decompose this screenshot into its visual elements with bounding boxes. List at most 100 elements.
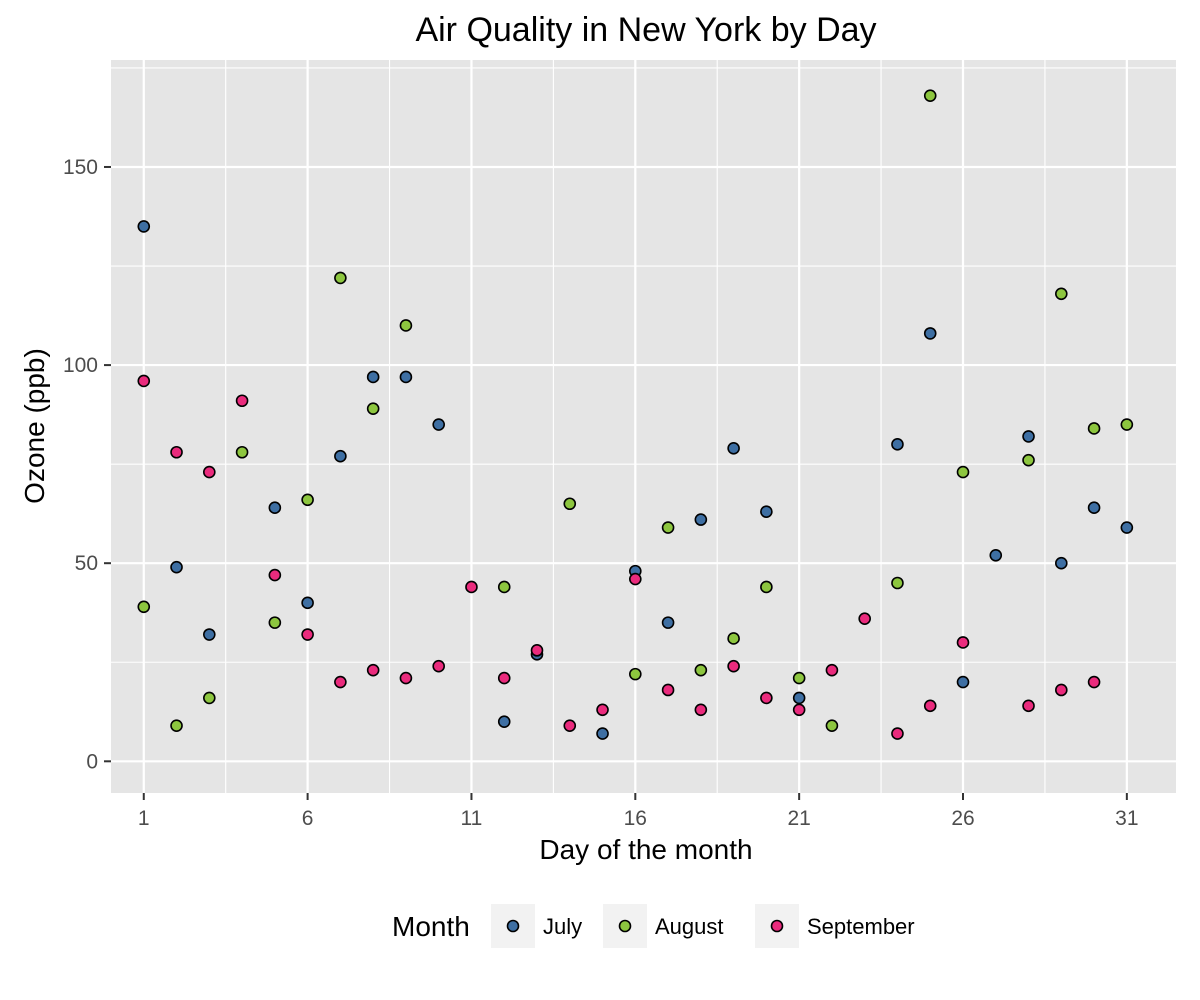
point-august (792, 671, 806, 685)
point-september (137, 374, 151, 388)
data-points (137, 89, 1134, 740)
point-september (170, 445, 183, 459)
point-july (760, 505, 773, 518)
point-august (1022, 453, 1035, 467)
point-august (1087, 422, 1101, 435)
minor-gridlines (111, 60, 1176, 793)
point-july (334, 449, 347, 463)
point-july (268, 501, 282, 515)
point-september (760, 691, 773, 705)
x-tick-label: 11 (461, 807, 483, 830)
x-axis-ticks: 1 6 11 16 21 26 31 (138, 793, 1139, 830)
point-august (694, 663, 708, 677)
point-september (858, 612, 871, 625)
y-axis-title: Ozone (ppb) (19, 348, 50, 504)
point-august (497, 580, 511, 594)
point-august (825, 719, 839, 732)
point-august (956, 465, 970, 479)
point-september (334, 675, 347, 689)
point-july (1120, 521, 1134, 534)
point-september (530, 644, 544, 657)
y-tick-label: 0 (86, 750, 98, 773)
point-september (596, 703, 609, 717)
point-september (891, 727, 904, 740)
point-august (1120, 418, 1134, 431)
x-tick-label: 26 (951, 807, 974, 830)
point-august (301, 493, 314, 507)
y-tick-label: 150 (63, 156, 98, 179)
legend: Month July August September (392, 904, 915, 948)
point-september (268, 568, 282, 582)
legend-label-september: September (807, 914, 915, 939)
point-september (301, 628, 314, 641)
point-august (399, 319, 413, 332)
point-august (334, 271, 347, 285)
point-august (891, 576, 904, 590)
point-august (170, 719, 183, 732)
point-july (694, 513, 708, 526)
y-axis-ticks: 0 50 100 150 (63, 156, 111, 773)
legend-label-august: August (655, 914, 724, 939)
point-august (137, 600, 151, 614)
x-axis-title: Day of the month (539, 834, 752, 865)
point-july (1055, 556, 1068, 570)
point-august (760, 580, 773, 594)
point-september (694, 703, 708, 717)
point-september (1087, 675, 1101, 689)
point-september (235, 394, 249, 408)
point-september (465, 580, 478, 594)
y-tick-label: 100 (63, 354, 98, 377)
plot-panel (111, 60, 1176, 793)
point-september (366, 663, 380, 677)
point-september (661, 683, 675, 697)
point-august (661, 521, 675, 534)
point-august (629, 667, 642, 681)
x-tick-label: 31 (1115, 807, 1138, 830)
legend-label-july: July (543, 914, 582, 939)
point-july (792, 691, 806, 705)
x-tick-label: 1 (138, 807, 150, 830)
x-tick-label: 6 (302, 807, 314, 830)
point-september (629, 572, 642, 586)
legend-title: Month (392, 911, 470, 942)
point-september (727, 659, 740, 673)
point-september (1055, 683, 1068, 697)
point-july (989, 548, 1003, 562)
point-september (1022, 699, 1035, 713)
point-september (923, 699, 937, 713)
point-august (268, 616, 282, 629)
point-september (825, 663, 839, 677)
legend-swatch-september (770, 919, 784, 933)
point-august (923, 89, 937, 102)
point-september (497, 671, 511, 685)
legend-swatch-august (618, 919, 632, 933)
point-july (301, 596, 314, 610)
point-july (497, 715, 511, 728)
point-july (432, 418, 445, 431)
point-august (727, 632, 740, 645)
point-august (366, 402, 380, 415)
point-september (432, 659, 445, 673)
x-tick-label: 21 (787, 807, 810, 830)
point-july (366, 370, 380, 384)
point-july (1022, 430, 1035, 443)
point-august (563, 497, 577, 511)
point-september (203, 465, 216, 479)
point-september (563, 719, 577, 732)
chart-title: Air Quality in New York by Day (415, 11, 876, 49)
point-july (923, 327, 937, 340)
point-september (792, 703, 806, 717)
y-tick-label: 50 (75, 552, 98, 575)
x-tick-label: 16 (624, 807, 647, 830)
point-september (399, 671, 413, 685)
point-july (727, 441, 740, 455)
point-august (235, 445, 249, 459)
legend-swatch-july (506, 919, 520, 933)
point-july (956, 675, 970, 689)
point-july (137, 220, 151, 233)
point-august (203, 691, 216, 705)
point-july (399, 370, 413, 384)
point-july (203, 628, 216, 641)
point-july (891, 438, 904, 451)
